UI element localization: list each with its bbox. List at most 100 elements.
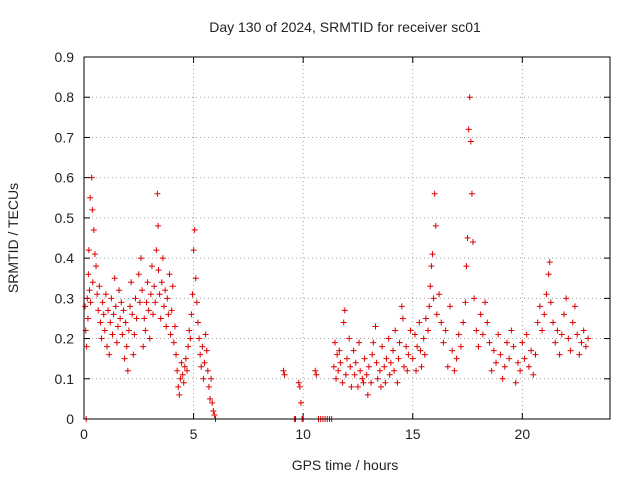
data-point-marker bbox=[578, 339, 585, 346]
data-point-marker bbox=[463, 263, 470, 270]
data-point-marker bbox=[116, 287, 123, 294]
data-point-marker bbox=[407, 327, 414, 334]
data-point-marker bbox=[477, 311, 484, 318]
data-point-marker bbox=[147, 291, 154, 298]
data-point-marker bbox=[166, 271, 173, 278]
data-point-marker bbox=[107, 319, 114, 326]
data-point-marker bbox=[193, 299, 200, 306]
data-point-marker bbox=[96, 283, 103, 290]
data-point-marker bbox=[123, 343, 130, 350]
data-point-marker bbox=[112, 303, 119, 310]
data-point-marker bbox=[297, 399, 304, 406]
data-point-marker bbox=[403, 343, 410, 350]
y-tick-label: 0.8 bbox=[55, 89, 75, 105]
data-point-marker bbox=[137, 255, 144, 262]
data-point-marker bbox=[383, 355, 390, 362]
data-point-marker bbox=[495, 331, 502, 338]
data-point-marker bbox=[169, 283, 176, 290]
data-point-marker bbox=[160, 303, 167, 310]
data-points bbox=[82, 94, 592, 422]
data-point-marker bbox=[431, 190, 438, 197]
data-point-marker bbox=[385, 335, 392, 342]
data-point-marker bbox=[499, 375, 506, 382]
data-point-marker bbox=[521, 355, 528, 362]
data-point-marker bbox=[90, 226, 97, 233]
data-point-marker bbox=[567, 347, 574, 354]
data-point-marker bbox=[545, 271, 552, 278]
data-point-marker bbox=[131, 331, 138, 338]
data-point-marker bbox=[556, 351, 563, 358]
data-point-marker bbox=[120, 307, 127, 314]
data-point-marker bbox=[109, 331, 116, 338]
data-point-marker bbox=[374, 375, 381, 382]
data-point-marker bbox=[129, 311, 136, 318]
data-point-marker bbox=[185, 343, 192, 350]
data-point-marker bbox=[517, 367, 524, 374]
data-point-marker bbox=[97, 319, 104, 326]
data-point-marker bbox=[187, 335, 194, 342]
data-point-marker bbox=[490, 347, 497, 354]
data-point-marker bbox=[122, 319, 129, 326]
data-point-marker bbox=[405, 351, 412, 358]
data-point-marker bbox=[111, 275, 118, 282]
data-point-marker bbox=[313, 371, 320, 378]
data-point-marker bbox=[560, 311, 567, 318]
data-point-marker bbox=[82, 303, 89, 310]
data-point-marker bbox=[89, 206, 96, 213]
data-point-marker bbox=[569, 319, 576, 326]
data-point-marker bbox=[83, 343, 90, 350]
data-point-marker bbox=[167, 331, 174, 338]
data-point-marker bbox=[436, 291, 443, 298]
data-point-marker bbox=[179, 371, 186, 378]
data-point-marker bbox=[426, 303, 433, 310]
data-point-marker bbox=[530, 371, 537, 378]
plot-frame bbox=[83, 56, 611, 420]
data-point-marker bbox=[312, 367, 319, 374]
data-point-marker bbox=[486, 339, 493, 346]
data-point-marker bbox=[541, 311, 548, 318]
data-point-marker bbox=[451, 367, 458, 374]
data-point-marker bbox=[207, 395, 214, 402]
data-point-marker bbox=[192, 275, 199, 282]
data-point-marker bbox=[125, 327, 132, 334]
data-point-marker bbox=[453, 355, 460, 362]
data-point-marker bbox=[420, 335, 427, 342]
grid-lines bbox=[84, 57, 610, 419]
data-point-marker bbox=[352, 359, 359, 366]
data-point-marker bbox=[163, 323, 170, 330]
data-point-marker bbox=[547, 299, 554, 306]
data-point-marker bbox=[550, 319, 557, 326]
data-point-marker bbox=[88, 174, 95, 181]
data-point-marker bbox=[121, 355, 128, 362]
data-point-marker bbox=[101, 327, 108, 334]
data-point-marker bbox=[370, 339, 377, 346]
data-point-marker bbox=[180, 379, 187, 386]
data-point-marker bbox=[174, 367, 181, 374]
data-point-marker bbox=[432, 222, 439, 229]
data-point-marker bbox=[146, 335, 153, 342]
data-point-marker bbox=[118, 299, 125, 306]
data-point-marker bbox=[173, 351, 180, 358]
data-point-marker bbox=[156, 291, 163, 298]
data-point-marker bbox=[387, 359, 394, 366]
data-point-marker bbox=[449, 347, 456, 354]
data-point-marker bbox=[409, 355, 416, 362]
data-point-marker bbox=[135, 271, 142, 278]
data-point-marker bbox=[444, 363, 451, 370]
data-point-marker bbox=[130, 351, 137, 358]
x-tick-label: 15 bbox=[405, 426, 421, 442]
data-point-marker bbox=[534, 319, 541, 326]
data-point-marker bbox=[430, 295, 437, 302]
data-point-marker bbox=[113, 339, 120, 346]
data-point-marker bbox=[139, 287, 146, 294]
data-point-marker bbox=[514, 359, 521, 366]
data-point-marker bbox=[340, 319, 347, 326]
data-point-marker bbox=[418, 363, 425, 370]
data-point-marker bbox=[203, 347, 210, 354]
data-point-marker bbox=[170, 339, 177, 346]
y-tick-label: 0.9 bbox=[55, 49, 75, 65]
data-point-marker bbox=[356, 339, 363, 346]
data-point-marker bbox=[506, 355, 513, 362]
data-point-marker bbox=[155, 267, 162, 274]
